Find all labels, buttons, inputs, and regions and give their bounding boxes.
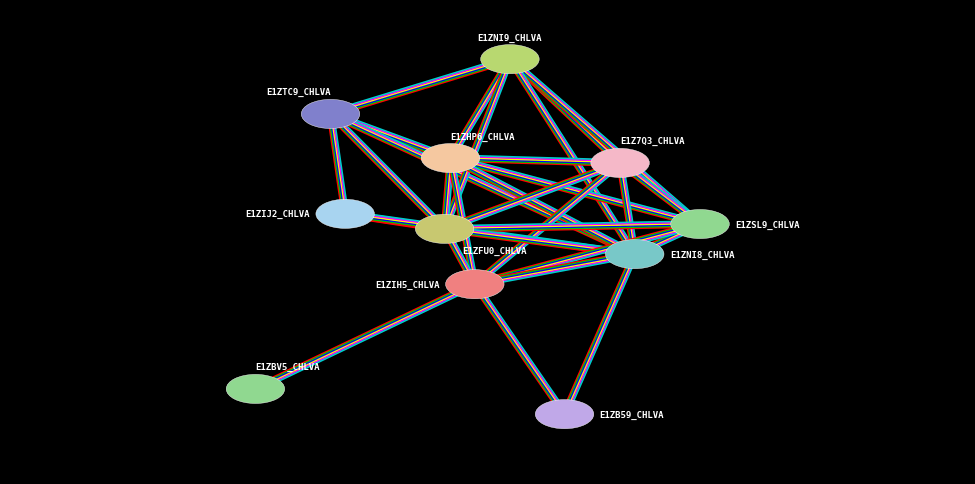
- Circle shape: [535, 400, 594, 429]
- Text: E1ZHP6_CHLVA: E1ZHP6_CHLVA: [450, 132, 515, 141]
- Circle shape: [481, 45, 539, 75]
- Text: E1ZSL9_CHLVA: E1ZSL9_CHLVA: [735, 220, 799, 229]
- Circle shape: [226, 375, 285, 404]
- Circle shape: [605, 240, 664, 269]
- Text: E1ZTC9_CHLVA: E1ZTC9_CHLVA: [266, 88, 331, 97]
- Circle shape: [671, 210, 729, 239]
- Text: E1Z7Q3_CHLVA: E1Z7Q3_CHLVA: [620, 137, 684, 146]
- Text: E1ZBV5_CHLVA: E1ZBV5_CHLVA: [255, 363, 320, 372]
- Circle shape: [591, 149, 649, 178]
- Circle shape: [301, 100, 360, 129]
- Text: E1ZIH5_CHLVA: E1ZIH5_CHLVA: [375, 280, 440, 289]
- Text: E1ZIJ2_CHLVA: E1ZIJ2_CHLVA: [246, 210, 310, 219]
- Circle shape: [421, 144, 480, 173]
- Circle shape: [316, 200, 374, 229]
- Text: E1ZNI8_CHLVA: E1ZNI8_CHLVA: [670, 250, 734, 259]
- Circle shape: [415, 215, 474, 244]
- Circle shape: [446, 270, 504, 299]
- Text: E1ZFU0_CHLVA: E1ZFU0_CHLVA: [462, 247, 526, 256]
- Text: E1ZNI9_CHLVA: E1ZNI9_CHLVA: [478, 33, 542, 43]
- Text: E1ZB59_CHLVA: E1ZB59_CHLVA: [600, 410, 664, 419]
